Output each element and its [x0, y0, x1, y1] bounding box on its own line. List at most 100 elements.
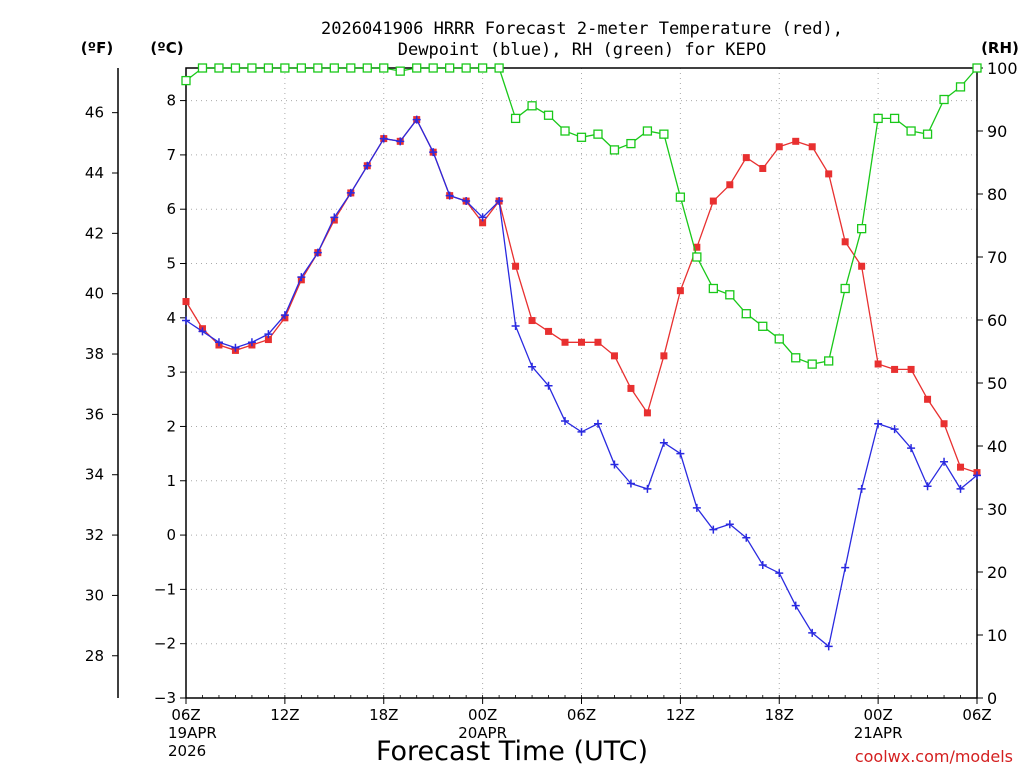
rh-marker: [214, 63, 224, 73]
celsius-tick-label: 4: [166, 309, 176, 327]
rh-marker: [889, 113, 900, 124]
celsius-tick-label: 1: [166, 472, 176, 490]
temperature-marker: [891, 365, 899, 373]
rh-marker: [362, 63, 372, 73]
dewpoint-marker: [956, 484, 965, 493]
dewpoint-marker: [725, 520, 734, 529]
rh-tick-label: 50: [987, 374, 1007, 393]
rh-marker: [659, 129, 669, 139]
rh-marker: [477, 63, 488, 73]
rh-marker: [840, 283, 850, 294]
dewpoint-marker: [791, 601, 800, 610]
celsius-tick-label: 8: [166, 92, 176, 110]
rh-marker: [395, 66, 405, 76]
temperature-marker: [709, 197, 717, 205]
dewpoint-marker: [264, 330, 273, 339]
temperature-marker: [957, 463, 965, 471]
rh-tick-label: 70: [987, 248, 1007, 267]
rh-marker: [741, 309, 751, 319]
temperature-marker: [479, 219, 487, 227]
temperature-marker: [874, 360, 882, 368]
x-tick-label: 00Z: [468, 706, 497, 724]
x-tick-label: 06Z: [171, 706, 200, 724]
temperature-marker: [825, 170, 833, 178]
celsius-tick-label: −1: [154, 580, 176, 598]
dewpoint-marker: [841, 563, 850, 572]
temperature-marker: [512, 262, 520, 270]
dewpoint-marker: [363, 161, 372, 170]
rh-marker: [346, 63, 356, 73]
rh-marker: [428, 63, 438, 73]
rh-marker: [725, 290, 735, 300]
rh-marker: [247, 63, 257, 73]
rh-marker: [379, 63, 389, 73]
rh-marker: [412, 63, 422, 73]
rh-marker: [313, 63, 323, 73]
chart-title-line2: Dewpoint (blue), RH (green) for KEPO: [398, 40, 766, 60]
celsius-tick-label: 5: [166, 255, 176, 273]
rh-marker: [230, 63, 241, 73]
credit-label: coolwx.com/models: [855, 747, 1013, 766]
fahrenheit-tick-label: 40: [85, 285, 104, 303]
rh-marker: [675, 192, 686, 202]
rh-marker: [527, 101, 537, 111]
temperature-marker: [858, 262, 866, 270]
temperature-marker: [759, 164, 767, 172]
rh-marker: [626, 138, 636, 149]
dewpoint-marker: [478, 213, 487, 222]
dewpoint-marker: [577, 427, 586, 436]
celsius-tick-label: 2: [166, 417, 176, 435]
dewpoint-marker: [610, 460, 619, 469]
rh-marker: [445, 63, 455, 73]
rh-marker: [329, 63, 339, 73]
temperature-marker: [660, 352, 668, 360]
rh-unit-label: (RH): [981, 39, 1019, 57]
dewpoint-marker: [495, 197, 504, 206]
dewpoint-marker: [742, 533, 751, 542]
series-2: [181, 63, 982, 369]
dewpoint-marker: [511, 321, 520, 330]
x-tick-label: 18Z: [369, 706, 398, 724]
temperature-marker: [693, 243, 701, 251]
fahrenheit-tick-label: 34: [85, 466, 104, 484]
temperature-marker: [610, 352, 618, 360]
series-1: [182, 115, 981, 651]
dewpoint-marker: [907, 444, 916, 453]
temperature-marker: [545, 327, 553, 335]
dewpoint-marker: [775, 569, 784, 578]
temperature-marker: [792, 137, 800, 145]
dewpoint-marker: [824, 642, 833, 651]
rh-marker: [181, 75, 191, 86]
rh-marker: [824, 356, 834, 366]
rh-marker: [494, 63, 504, 73]
rh-marker: [543, 110, 554, 120]
dewpoint-marker: [593, 419, 602, 428]
dewpoint-marker: [659, 438, 668, 447]
temperature-marker: [643, 409, 651, 417]
x-tick-label: 00Z: [863, 706, 892, 724]
temperature-marker: [907, 365, 915, 373]
temperature-marker: [924, 395, 932, 403]
x-tick-label: 06Z: [962, 706, 991, 724]
dewpoint-marker: [874, 419, 883, 428]
rh-tick-label: 100: [987, 59, 1018, 78]
celsius-tick-label: −2: [154, 635, 176, 653]
x-tick-label: 12Z: [270, 706, 299, 724]
x-axis-label: Forecast Time (UTC): [376, 736, 648, 767]
rh-marker: [939, 94, 949, 105]
dewpoint-marker: [808, 628, 817, 637]
rh-tick-label: 90: [987, 122, 1007, 141]
dewpoint-marker: [379, 134, 388, 143]
temperature-marker: [578, 338, 585, 346]
axes: 876543210−1−2−34644424038363432302810090…: [85, 59, 1018, 760]
temperature-marker: [594, 338, 602, 346]
series-0: [182, 116, 981, 477]
temperature-marker: [627, 384, 635, 392]
x-year-label: 2026: [168, 742, 206, 760]
dewpoint-marker: [676, 449, 685, 458]
rh-marker: [774, 334, 784, 344]
rh-marker: [791, 353, 801, 363]
rh-marker: [263, 63, 274, 73]
dewpoint-marker: [330, 213, 339, 222]
temperature-marker: [182, 298, 190, 306]
